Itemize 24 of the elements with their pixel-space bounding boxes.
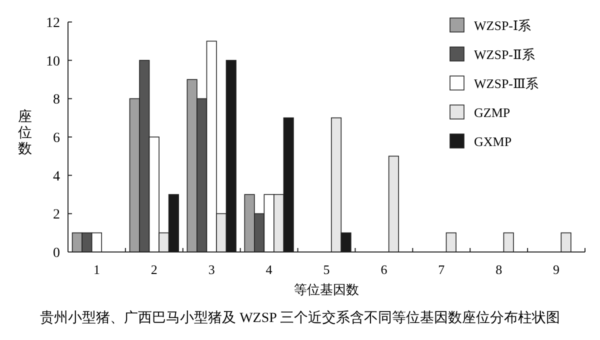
legend-label: WZSP-Ⅰ系 [474,18,532,33]
y-tick-label: 8 [53,92,60,108]
x-tick-label: 9 [553,262,560,277]
y-tick-label: 12 [46,16,60,31]
text: 贵州小型猪、广西巴马小型猪及 WZSP 三个近交系含不同等位基因数座位分布柱状图 [40,310,560,326]
y-tick-label: 10 [46,54,60,70]
x-tick-label: 6 [380,262,388,277]
legend-label: WZSP-Ⅲ系 [474,76,539,91]
x-tick-label: 7 [438,262,446,277]
y-tick-label: 2 [53,208,60,223]
y-tick-label: 6 [53,131,60,146]
legend-label: GXMP [474,134,512,149]
x-tick-label: 2 [150,262,158,277]
x-tick-label: 1 [93,262,100,277]
y-tick-label: 0 [53,246,60,261]
x-tick-label: 3 [208,262,215,277]
legend-label: WZSP-Ⅱ系 [474,47,535,62]
y-axis-title: 座位数 [18,109,32,157]
x-axis-title: 等位基因数 [294,282,359,297]
x-tick-label: 5 [323,262,330,277]
x-tick-label: 8 [496,262,502,277]
legend-label: GZMP [474,105,510,120]
x-tick-label: 4 [266,262,273,277]
y-tick-label: 4 [53,169,60,184]
